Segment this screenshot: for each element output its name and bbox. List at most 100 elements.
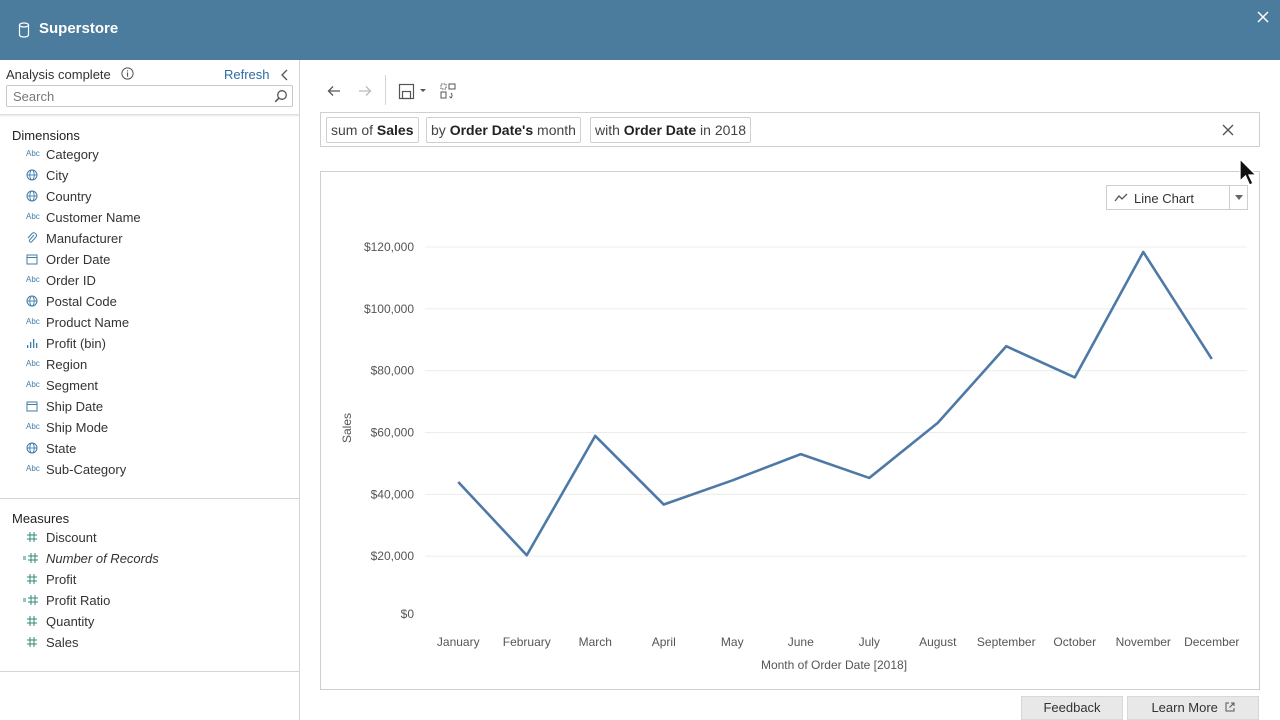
field-item[interactable]: Postal Code: [0, 291, 299, 312]
feedback-label: Feedback: [1043, 700, 1101, 715]
chevron-down-icon[interactable]: [1235, 195, 1243, 201]
viz-container: Line Chart: [320, 171, 1260, 690]
ask-data-query-bar[interactable]: sum of Sales by Order Date's month with …: [320, 112, 1260, 147]
line-chart: $0 $20,000 $40,000 $60,000 $80,000 $100,000 $1…: [340, 240, 1247, 672]
number-type-icon: [26, 615, 42, 627]
section-divider: [0, 671, 299, 672]
field-item[interactable]: Abc Product Name: [0, 312, 299, 333]
field-item[interactable]: Ship Date: [0, 396, 299, 417]
sales-line[interactable]: [457, 250, 1213, 557]
field-item[interactable]: Manufacturer: [0, 228, 299, 249]
field-label: Segment: [46, 378, 99, 393]
analysis-status: Analysis complete: [6, 67, 111, 82]
string-type-icon: Abc: [26, 212, 40, 221]
field-label: Region: [46, 357, 88, 372]
section-divider: [0, 498, 299, 499]
field-label: Order ID: [46, 273, 96, 288]
x-tick-label: February: [503, 635, 551, 649]
number-type-icon: [26, 636, 42, 648]
y-tick-label: $40,000: [371, 487, 415, 501]
pill-field: Order Date: [623, 122, 697, 138]
string-type-icon: Abc: [26, 149, 40, 158]
back-arrow-icon[interactable]: [326, 83, 342, 99]
x-tick-label: May: [721, 635, 744, 649]
pill-text: by: [431, 122, 450, 138]
x-tick-label: November: [1116, 635, 1171, 649]
field-label: Postal Code: [46, 294, 117, 309]
string-type-icon: Abc: [26, 422, 40, 431]
field-item[interactable]: Number of Records: [0, 548, 299, 569]
field-item[interactable]: Abc Category: [0, 144, 299, 165]
field-item[interactable]: Order Date: [0, 249, 299, 270]
field-item[interactable]: Quantity: [0, 611, 299, 632]
field-item[interactable]: Abc Region: [0, 354, 299, 375]
field-search: [6, 85, 293, 107]
search-icon[interactable]: [274, 89, 288, 103]
y-tick-label: $0: [401, 607, 415, 621]
number-type-icon: [26, 531, 42, 543]
database-icon: [18, 22, 30, 38]
forward-arrow-icon[interactable]: [357, 83, 373, 99]
feedback-button[interactable]: Feedback: [1021, 696, 1123, 720]
query-pill-dimension[interactable]: by Order Date's month: [426, 117, 581, 143]
clear-query-icon[interactable]: [1221, 123, 1235, 137]
field-item[interactable]: City: [0, 165, 299, 186]
field-label: Discount: [46, 530, 97, 545]
pill-text: sum of: [331, 122, 377, 138]
query-pill-filter[interactable]: with Order Date in 2018: [590, 117, 751, 143]
x-tick-label: June: [788, 635, 814, 649]
field-label: City: [46, 168, 69, 183]
field-item[interactable]: Abc Order ID: [0, 270, 299, 291]
save-icon[interactable]: [398, 82, 428, 100]
field-item[interactable]: Country: [0, 186, 299, 207]
pill-text: in 2018: [696, 122, 746, 138]
field-item[interactable]: Abc Sub-Category: [0, 459, 299, 480]
collapse-pane-icon[interactable]: [280, 69, 290, 81]
string-type-icon: Abc: [26, 317, 40, 326]
mouse-cursor-icon: [1239, 158, 1258, 186]
search-input[interactable]: [7, 86, 267, 106]
pane-shadow: [0, 114, 299, 117]
external-link-icon: [1225, 702, 1235, 712]
swap-axes-icon[interactable]: [439, 82, 457, 100]
field-label: Profit (bin): [46, 336, 106, 351]
data-pane: Analysis complete Refresh Dimensions Abc…: [0, 60, 300, 720]
field-item[interactable]: Abc Ship Mode: [0, 417, 299, 438]
string-type-icon: Abc: [26, 380, 40, 389]
field-label: Country: [46, 189, 92, 204]
field-item[interactable]: Abc Segment: [0, 375, 299, 396]
pill-field: Order Date's: [449, 122, 534, 138]
field-item[interactable]: State: [0, 438, 299, 459]
query-pill-measure[interactable]: sum of Sales: [326, 117, 419, 143]
close-icon[interactable]: [1256, 10, 1270, 24]
field-label: Sub-Category: [46, 462, 127, 477]
x-tick-label: April: [652, 635, 676, 649]
number-type-icon: [26, 573, 42, 585]
info-icon[interactable]: [121, 67, 134, 80]
y-tick-label: $20,000: [371, 549, 415, 563]
field-item[interactable]: Abc Customer Name: [0, 207, 299, 228]
calendar-icon: [26, 253, 42, 265]
data-source-title: Superstore: [39, 20, 119, 37]
learn-more-button[interactable]: Learn More: [1127, 696, 1259, 720]
field-item[interactable]: Profit: [0, 569, 299, 590]
calendar-icon: [26, 400, 42, 412]
refresh-link[interactable]: Refresh: [224, 67, 270, 82]
field-label: State: [46, 441, 77, 456]
y-tick-label: $100,000: [364, 302, 414, 316]
string-type-icon: Abc: [26, 464, 40, 473]
chart-type-dropdown[interactable]: Line Chart: [1106, 185, 1248, 210]
field-item[interactable]: Discount: [0, 527, 299, 548]
field-item[interactable]: Profit Ratio: [0, 590, 299, 611]
status-row: Analysis complete Refresh: [6, 64, 294, 84]
app-header: Superstore: [0, 0, 1280, 60]
field-item[interactable]: Sales: [0, 632, 299, 653]
x-tick-label: October: [1053, 635, 1096, 649]
y-tick-label: $60,000: [371, 426, 415, 440]
y-tick-label: $120,000: [364, 240, 414, 254]
field-label: Number of Records: [46, 551, 159, 566]
paperclip-icon: [26, 232, 42, 244]
x-tick-label: January: [437, 635, 480, 649]
field-item[interactable]: Profit (bin): [0, 333, 299, 354]
field-label: Order Date: [46, 252, 111, 267]
